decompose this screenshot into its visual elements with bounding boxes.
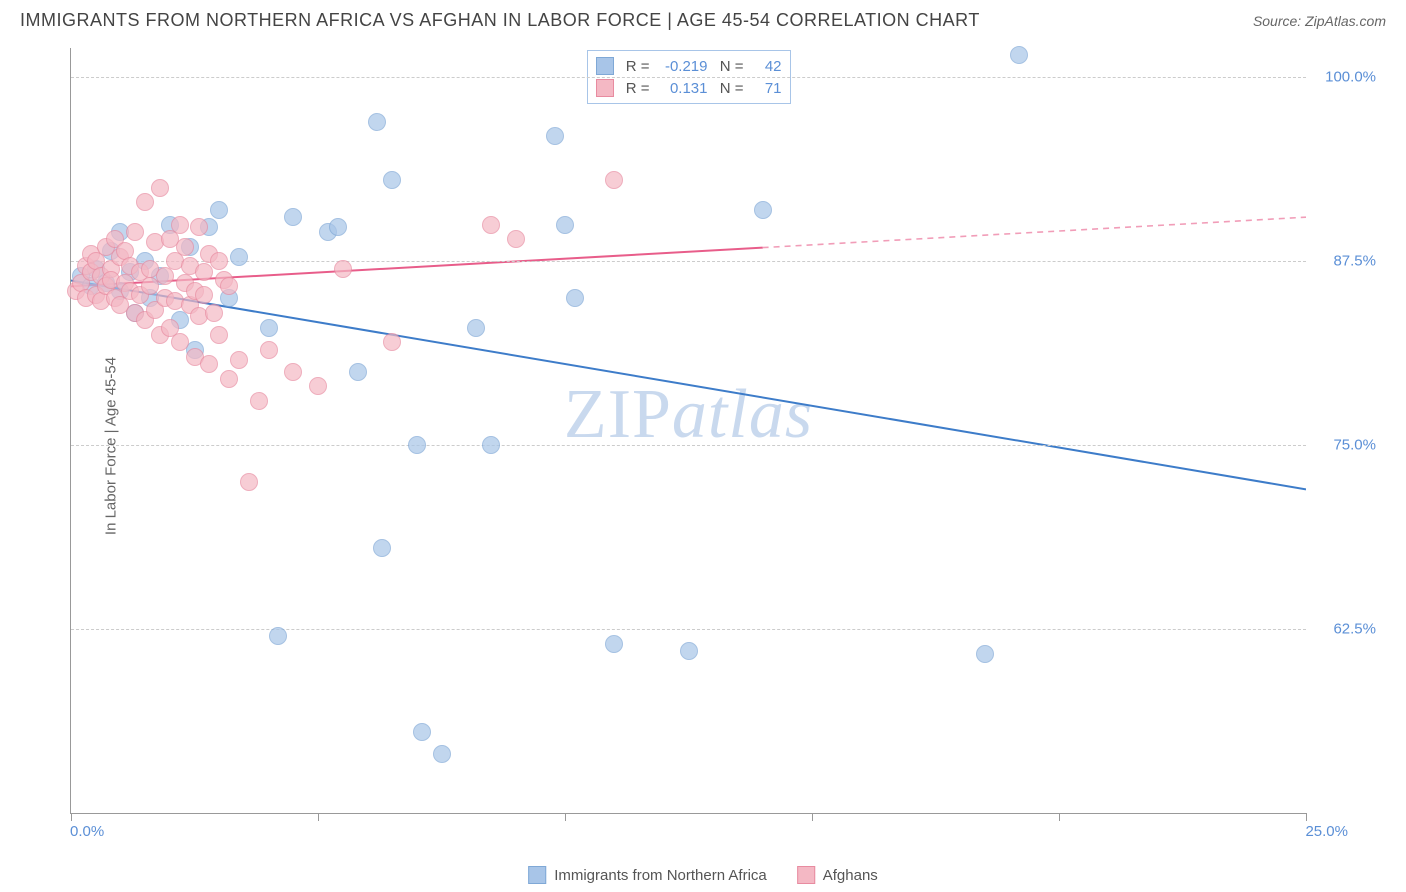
x-tick <box>1059 813 1060 821</box>
stat-row: R = -0.219 N = 42 <box>596 55 782 77</box>
data-point <box>408 436 426 454</box>
x-tick <box>812 813 813 821</box>
data-point <box>329 218 347 236</box>
data-point <box>210 326 228 344</box>
data-point <box>556 216 574 234</box>
data-point <box>205 304 223 322</box>
chart-header: IMMIGRANTS FROM NORTHERN AFRICA VS AFGHA… <box>0 0 1406 39</box>
data-point <box>230 248 248 266</box>
data-point <box>467 319 485 337</box>
data-point <box>605 171 623 189</box>
data-point <box>284 208 302 226</box>
data-point <box>754 201 772 219</box>
data-point <box>334 260 352 278</box>
data-point <box>680 642 698 660</box>
data-point <box>269 627 287 645</box>
data-point <box>482 436 500 454</box>
plot-area: ZIPatlas R =-0.219N =42R =0.131N =71 62.… <box>70 48 1306 814</box>
x-tick <box>318 813 319 821</box>
stat-r-label: R = <box>622 58 650 75</box>
x-tick <box>565 813 566 821</box>
data-point <box>546 127 564 145</box>
chart-title: IMMIGRANTS FROM NORTHERN AFRICA VS AFGHA… <box>20 10 980 31</box>
data-point <box>210 201 228 219</box>
stat-r-label: R = <box>622 80 650 97</box>
data-point <box>482 216 500 234</box>
legend-label: Immigrants from Northern Africa <box>554 867 767 884</box>
data-point <box>349 363 367 381</box>
legend-swatch <box>596 79 614 97</box>
data-point <box>368 113 386 131</box>
gridline <box>71 445 1306 446</box>
stat-n-value: 71 <box>752 80 782 97</box>
data-point <box>433 745 451 763</box>
data-point <box>260 319 278 337</box>
legend-label: Afghans <box>823 867 878 884</box>
gridline <box>71 77 1306 78</box>
gridline <box>71 261 1306 262</box>
x-tick <box>1306 813 1307 821</box>
data-point <box>220 277 238 295</box>
data-point <box>230 351 248 369</box>
data-point <box>136 193 154 211</box>
stat-n-value: 42 <box>752 58 782 75</box>
stat-r-value: 0.131 <box>658 80 708 97</box>
legend-item: Afghans <box>797 866 878 884</box>
data-point <box>309 377 327 395</box>
data-point <box>566 289 584 307</box>
data-point <box>220 370 238 388</box>
data-point <box>200 355 218 373</box>
data-point <box>171 216 189 234</box>
data-point <box>507 230 525 248</box>
y-tick-label: 87.5% <box>1333 253 1376 270</box>
legend-swatch <box>797 866 815 884</box>
gridline <box>71 629 1306 630</box>
data-point <box>171 333 189 351</box>
trend-lines <box>71 48 1306 813</box>
data-point <box>250 392 268 410</box>
data-point <box>210 252 228 270</box>
data-point <box>383 333 401 351</box>
series-legend: Immigrants from Northern Africa Afghans <box>528 866 878 884</box>
stat-n-label: N = <box>716 58 744 75</box>
stat-n-label: N = <box>716 80 744 97</box>
data-point <box>976 645 994 663</box>
data-point <box>190 218 208 236</box>
y-tick-label: 62.5% <box>1333 621 1376 638</box>
stat-row: R = 0.131 N = 71 <box>596 77 782 99</box>
data-point <box>284 363 302 381</box>
y-tick-label: 100.0% <box>1325 69 1376 86</box>
stat-r-value: -0.219 <box>658 58 708 75</box>
legend-item: Immigrants from Northern Africa <box>528 866 767 884</box>
x-axis-max-label: 25.0% <box>1305 823 1348 840</box>
data-point <box>240 473 258 491</box>
data-point <box>195 286 213 304</box>
legend-swatch <box>528 866 546 884</box>
data-point <box>1010 46 1028 64</box>
x-axis-min-label: 0.0% <box>70 823 104 840</box>
data-point <box>373 539 391 557</box>
data-point <box>383 171 401 189</box>
data-point <box>605 635 623 653</box>
y-tick-label: 75.0% <box>1333 437 1376 454</box>
chart-container: In Labor Force | Age 45-54 ZIPatlas R =-… <box>48 48 1386 844</box>
data-point <box>176 238 194 256</box>
x-tick <box>71 813 72 821</box>
data-point <box>126 223 144 241</box>
data-point <box>151 179 169 197</box>
legend-swatch <box>596 57 614 75</box>
data-point <box>413 723 431 741</box>
chart-source: Source: ZipAtlas.com <box>1253 13 1386 29</box>
data-point <box>260 341 278 359</box>
